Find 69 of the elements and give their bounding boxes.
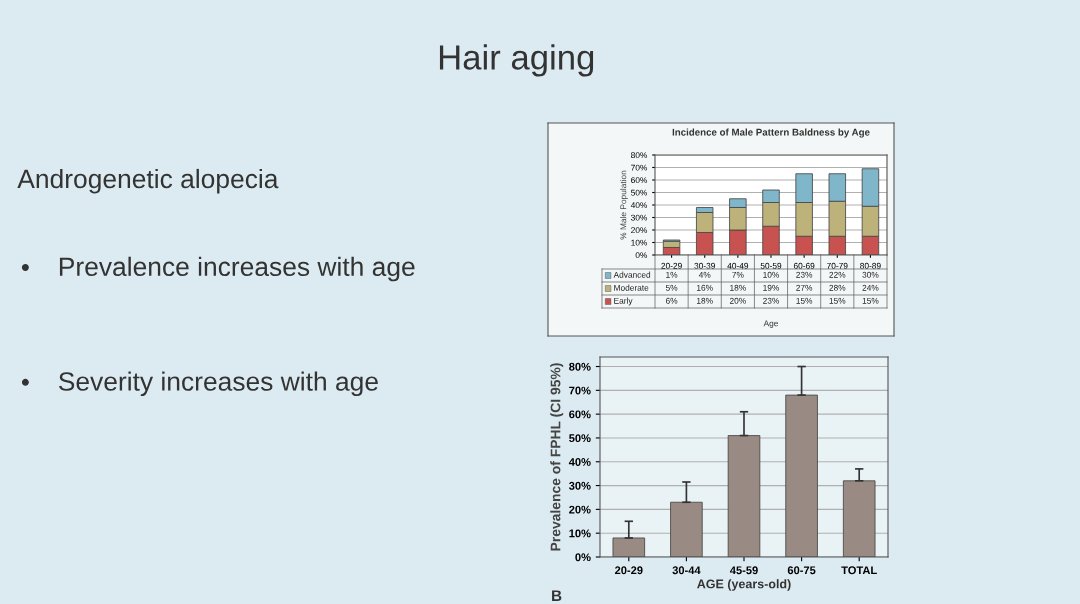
y-tick-label: 30% [568,481,591,490]
y-tick-label: 10% [631,239,648,246]
y-tick-label: 50% [631,189,648,196]
data-label: 15% [796,297,813,304]
x-tick-label: 40-49 [727,262,749,269]
x-tick-label: 60-75 [787,566,816,575]
text: Prevalence increases with age [59,256,415,282]
legend-label: Advanced [613,271,651,278]
y-tick-label: 50% [569,434,591,443]
data-label: 15% [862,297,879,304]
x-tick-label: 45-59 [729,566,758,575]
bar [842,480,876,557]
y-tick-label: 40% [568,458,591,466]
bar [727,435,761,557]
x-tick-label: 80-89 [860,262,881,269]
legend-label: Early [614,297,633,306]
y-axis-title: Prevalence of FPHL (CI 95%) [550,363,564,551]
x-tick-label: 30-39 [694,262,715,269]
data-label: 4% [698,271,711,278]
data-label: 16% [697,284,713,291]
data-label: 7% [732,271,744,278]
y-tick-label: 80% [569,362,591,371]
data-label: 18% [697,297,713,304]
x-tick-label: 30-44 [672,566,701,575]
x-tick-label: 20-29 [661,262,682,269]
text: Severity increases with age [58,371,378,397]
y-axis-title: % Male Population [620,170,628,240]
data-label: 27% [796,284,813,291]
data-label: 5% [665,284,678,291]
x-tick-label: 60-69 [793,262,815,269]
y-tick-label: 70% [631,164,648,171]
data-label: 20% [729,297,746,304]
x-tick-label: 50-59 [760,262,782,269]
data-label: 30% [862,271,879,278]
text: B [552,590,562,601]
text: Androgenetic alopecia [17,168,279,194]
data-label: 6% [665,297,678,304]
y-tick-label: 20% [569,505,591,514]
data-label: 24% [862,284,879,291]
data-label: 1% [666,271,678,278]
y-tick-label: 60% [631,177,648,184]
legend-label: Moderate [614,284,649,291]
bar [670,501,703,557]
y-tick-label: 30% [631,214,648,221]
data-label: 18% [730,284,746,291]
data-label: 28% [829,284,846,291]
y-tick-label: 20% [631,227,648,234]
x-tick-label: 70-79 [827,262,848,269]
bar [785,394,818,557]
chart-title: Incidence of Male Pattern Baldness by Age [672,128,870,138]
data-label: 19% [763,284,780,291]
y-tick-label: 70% [569,386,591,395]
y-tick-label: 0% [635,252,648,259]
y-tick-label: 80% [631,152,648,159]
x-axis-title: Age [763,320,779,328]
data-label: 23% [763,297,780,304]
x-tick-label: TOTAL [841,566,877,575]
text: Hair aging [439,44,594,77]
x-axis-title: AGE (years-old) [697,579,791,591]
data-label: 23% [796,271,813,278]
bar [612,537,646,557]
y-tick-label: 40% [630,202,648,209]
y-tick-label: 10% [569,529,591,538]
y-tick-label: 60% [569,410,591,419]
y-tick-label: 0% [575,553,591,562]
data-label: 10% [763,271,780,278]
data-label: 22% [829,271,846,278]
x-tick-label: 20-29 [614,566,643,575]
data-label: 15% [829,297,846,304]
